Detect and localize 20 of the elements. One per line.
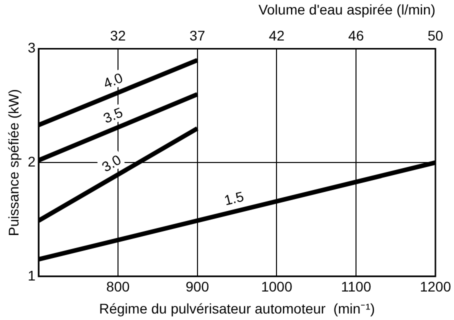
text: 3.5 [100,104,126,126]
x2-axis-title: Volume d'eau aspirée (l/min) [258,1,436,18]
x-tick-label: 1000 [261,278,292,295]
text: 37 [190,28,206,44]
text: 4.0 [100,69,126,92]
y-axis-title: Puissance spéfiée (kW) [5,89,22,236]
text: 1.5 [222,188,246,208]
x-tick-label: 1200 [420,278,452,295]
text: 3.0 [98,151,124,175]
y-tick-label: 1 [28,267,36,284]
text: 32 [110,28,126,44]
x-tick-label: 800 [106,278,130,295]
x-tick-label: 1100 [341,278,372,295]
text: 42 [268,28,285,44]
x-tick-label: 900 [186,278,210,295]
x-axis-title: Régime du pulvérisateur automoteur (min⁻¹) [99,300,375,316]
y-tick-label: 3 [28,40,36,56]
y-tick-label: 2 [28,153,36,170]
text: 46 [348,28,364,44]
text: 50 [428,28,444,44]
